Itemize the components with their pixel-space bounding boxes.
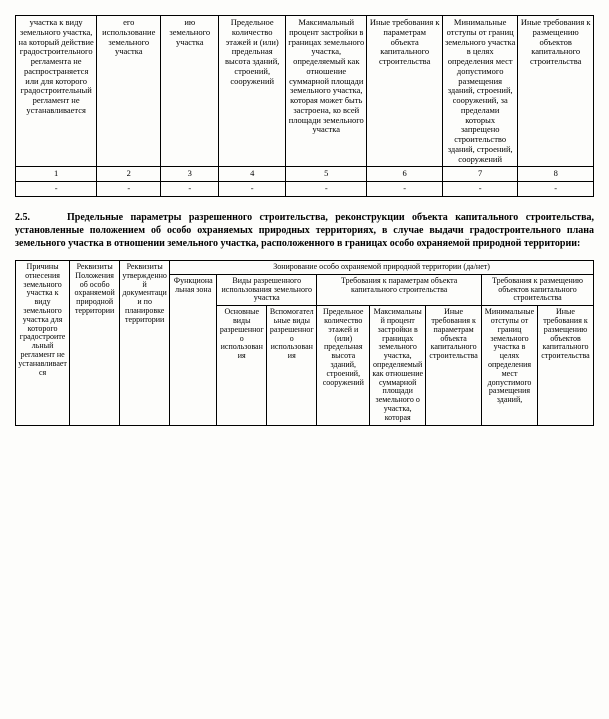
t1-n5: 5 xyxy=(286,167,367,182)
t1-n4: 4 xyxy=(219,167,286,182)
t1-h7: Минимальные отступы от границ земельного… xyxy=(442,16,518,167)
t2-r3c4: Максимальный процент застройки в граница… xyxy=(370,306,426,425)
t1-d6: - xyxy=(367,182,443,197)
t1-n8: 8 xyxy=(518,167,594,182)
t1-n3: 3 xyxy=(161,167,219,182)
table-1-header-row: участка к виду земельного участка, на ко… xyxy=(16,16,594,167)
t1-h1: участка к виду земельного участка, на ко… xyxy=(16,16,97,167)
t1-h3: ию земельного участка xyxy=(161,16,219,167)
t1-n1: 1 xyxy=(16,167,97,182)
table-2: Причины отнесения земельного участка к в… xyxy=(15,260,594,426)
t2-r3c6: Минимальные отступы от границ земельного… xyxy=(482,306,538,425)
t1-h5: Максимальный процент застройки в граница… xyxy=(286,16,367,167)
t2-r3c1: Основные виды разрешенного использования xyxy=(217,306,267,425)
t2-r3c7: Иные требования к размещению объектов ка… xyxy=(537,306,593,425)
t1-n7: 7 xyxy=(442,167,518,182)
t1-d4: - xyxy=(219,182,286,197)
t1-d8: - xyxy=(518,182,594,197)
table-1-number-row: 1 2 3 4 5 6 7 8 xyxy=(16,167,594,182)
t2-r2c1: Функциональная зона xyxy=(170,274,217,425)
t1-h6: Иные требования к параметрам объекта кап… xyxy=(367,16,443,167)
t1-d7: - xyxy=(442,182,518,197)
t1-n6: 6 xyxy=(367,167,443,182)
t1-d1: - xyxy=(16,182,97,197)
t2-r2c3: Требования к параметрам объекта капиталь… xyxy=(317,274,482,305)
section-text: Предельные параметры разрешенного строит… xyxy=(15,212,594,249)
table-1: участка к виду земельного участка, на ко… xyxy=(15,15,594,197)
t1-d5: - xyxy=(286,182,367,197)
t2-r1c3: Реквизиты утвержденной документации по п… xyxy=(120,261,170,426)
t2-r3c2: Вспомогательные виды разрешенного исполь… xyxy=(267,306,317,425)
t1-d2: - xyxy=(97,182,161,197)
table-1-dash-row: - - - - - - - - xyxy=(16,182,594,197)
t1-h4: Предельное количество этажей и (или) пре… xyxy=(219,16,286,167)
t1-n2: 2 xyxy=(97,167,161,182)
t2-row1: Причины отнесения земельного участка к в… xyxy=(16,261,594,275)
section-2-5: 2.5. Предельные параметры разрешенного с… xyxy=(15,211,594,250)
t2-r1c1: Причины отнесения земельного участка к в… xyxy=(16,261,70,426)
t2-r2c4: Требования к размещению объектов капитал… xyxy=(482,274,594,305)
section-num: 2.5. xyxy=(15,212,30,223)
t2-r1c4: Зонирование особо охраняемой природной т… xyxy=(170,261,594,275)
t2-r2c2: Виды разрешенного использования земельно… xyxy=(217,274,317,305)
t1-h8: Иные требования к размещению объектов ка… xyxy=(518,16,594,167)
t1-h2: его использование земельного участка xyxy=(97,16,161,167)
t2-r1c2: Реквизиты Положения об особо охраняемой … xyxy=(70,261,120,426)
t2-r3c3: Предельное количество этажей и (или) пре… xyxy=(317,306,370,425)
t2-r3c5: Иные требования к параметрам объекта кап… xyxy=(426,306,482,425)
t1-d3: - xyxy=(161,182,219,197)
